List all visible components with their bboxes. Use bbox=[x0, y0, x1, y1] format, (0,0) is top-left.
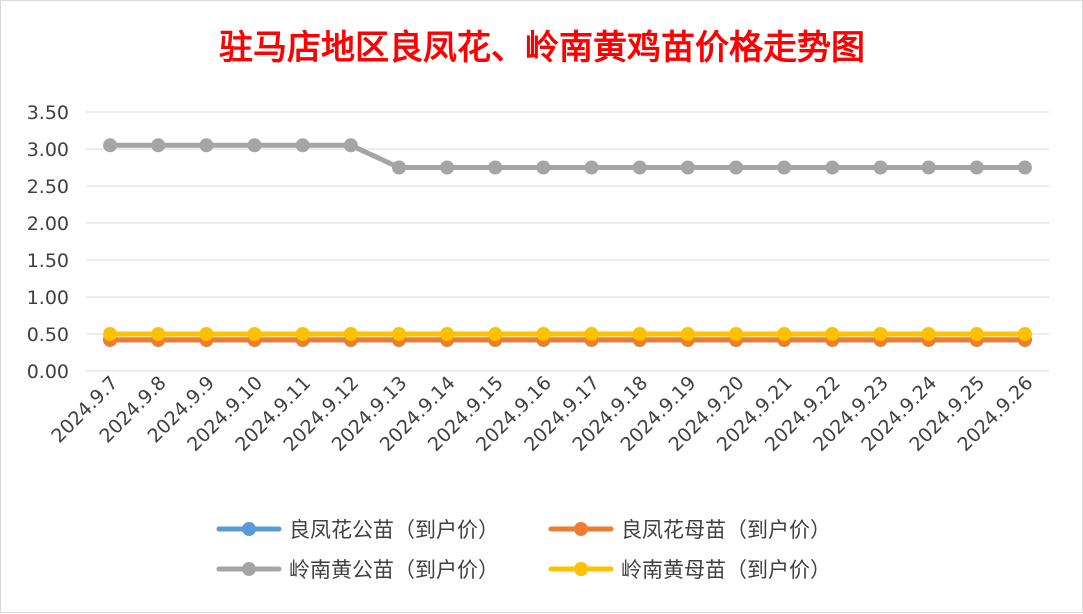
data-point bbox=[729, 160, 744, 175]
x-axis-ticks: 2024.9.72024.9.82024.9.92024.9.102024.9.… bbox=[47, 372, 1037, 456]
plot-series bbox=[103, 138, 1032, 347]
data-point bbox=[343, 327, 358, 341]
series-line bbox=[107, 142, 1028, 170]
data-point bbox=[103, 327, 118, 341]
data-point bbox=[777, 327, 792, 341]
data-point bbox=[873, 327, 888, 341]
legend-label: 岭南黄公苗（到户价） bbox=[289, 558, 499, 582]
data-point bbox=[247, 327, 262, 341]
legend-marker bbox=[574, 562, 588, 576]
data-point bbox=[295, 327, 310, 341]
y-tick-label: 1.00 bbox=[27, 287, 69, 309]
data-point bbox=[488, 327, 503, 341]
data-point bbox=[440, 160, 455, 175]
legend-item: 良凤花公苗（到户价） bbox=[216, 518, 499, 542]
data-point bbox=[777, 160, 792, 175]
data-point bbox=[680, 327, 695, 341]
series-4 bbox=[103, 327, 1032, 341]
data-point bbox=[632, 327, 647, 341]
legend: 良凤花公苗（到户价） 良凤花母苗（到户价） 岭南黄公苗（到户价） 岭南黄母苗（到户价） bbox=[216, 518, 831, 582]
data-point bbox=[391, 160, 406, 175]
legend-item: 岭南黄母苗（到户价） bbox=[548, 558, 831, 582]
data-point bbox=[921, 160, 936, 175]
legend-label: 良凤花公苗（到户价） bbox=[289, 518, 499, 542]
legend-marker bbox=[242, 522, 256, 536]
data-point bbox=[391, 327, 406, 341]
y-tick-label: 0.00 bbox=[27, 361, 69, 383]
legend-marker bbox=[242, 562, 256, 576]
data-point bbox=[295, 138, 310, 153]
data-point bbox=[969, 160, 984, 175]
data-point bbox=[1017, 160, 1032, 175]
data-point bbox=[536, 160, 551, 175]
data-point bbox=[873, 160, 888, 175]
series-3 bbox=[103, 138, 1032, 175]
y-tick-label: 2.50 bbox=[27, 176, 69, 198]
data-point bbox=[199, 138, 214, 153]
data-point bbox=[584, 160, 599, 175]
data-point bbox=[343, 138, 358, 153]
legend-item: 岭南黄公苗（到户价） bbox=[216, 558, 499, 582]
legend-label: 岭南黄母苗（到户价） bbox=[621, 558, 831, 582]
data-point bbox=[247, 138, 262, 153]
legend-label: 良凤花母苗（到户价） bbox=[621, 518, 831, 542]
y-tick-label: 3.00 bbox=[27, 139, 69, 161]
data-point bbox=[825, 327, 840, 341]
data-point bbox=[680, 160, 695, 175]
data-point bbox=[969, 327, 984, 341]
chart-title: 驻马店地区良凤花、岭南黄鸡苗价格走势图 bbox=[219, 28, 865, 68]
y-axis-ticks: 0.00 0.50 1.00 1.50 2.00 2.50 3.00 3.50 bbox=[27, 102, 69, 383]
data-point bbox=[536, 327, 551, 341]
y-tick-label: 2.00 bbox=[27, 213, 69, 235]
data-point bbox=[729, 327, 744, 341]
y-tick-label: 0.50 bbox=[27, 324, 69, 346]
data-point bbox=[440, 327, 455, 341]
legend-marker bbox=[574, 522, 588, 536]
data-point bbox=[151, 327, 166, 341]
data-point bbox=[825, 160, 840, 175]
data-point bbox=[632, 160, 647, 175]
y-tick-label: 3.50 bbox=[27, 102, 69, 124]
y-tick-label: 1.50 bbox=[27, 250, 69, 272]
data-point bbox=[199, 327, 214, 341]
data-point bbox=[584, 327, 599, 341]
data-point bbox=[1017, 327, 1032, 341]
legend-item: 良凤花母苗（到户价） bbox=[548, 518, 831, 542]
data-point bbox=[103, 138, 118, 153]
data-point bbox=[921, 327, 936, 341]
data-point bbox=[151, 138, 166, 153]
data-point bbox=[488, 160, 503, 175]
